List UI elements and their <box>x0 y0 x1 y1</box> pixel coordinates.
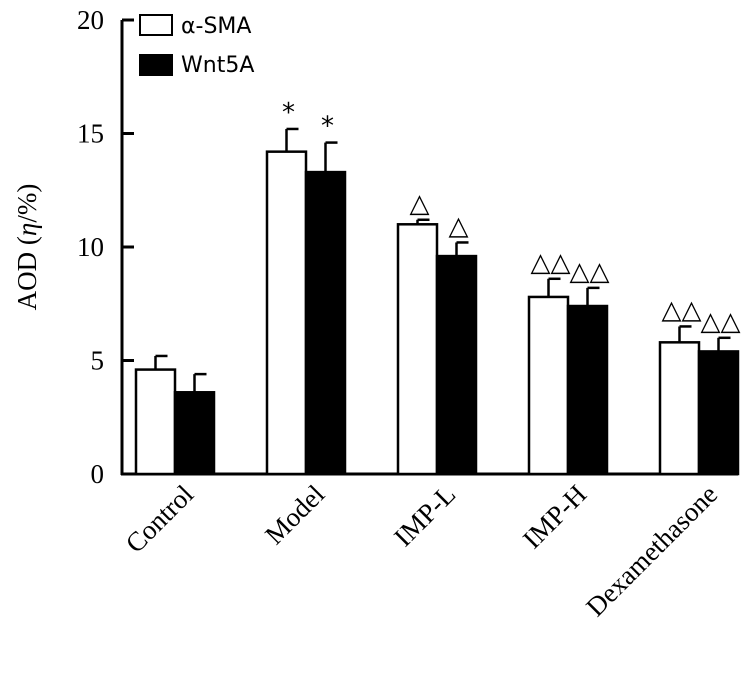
y-tick-label: 5 <box>91 346 105 376</box>
y-tick-label: 15 <box>77 119 104 149</box>
significance-mark: △△ <box>570 257 610 287</box>
bar-wnt5a <box>173 391 216 476</box>
bar-wnt5a <box>566 304 609 476</box>
legend-swatch-alpha-sma <box>139 14 173 36</box>
bar-alpha-sma <box>134 368 177 476</box>
legend-label-wnt5a: Wnt5A <box>181 53 254 78</box>
bar-wnt5a <box>697 350 740 476</box>
significance-mark: * <box>282 98 295 128</box>
significance-mark: △△ <box>701 307 741 337</box>
y-tick-label: 0 <box>91 459 105 489</box>
significance-mark: * <box>321 112 334 142</box>
bar-wnt5a <box>435 254 478 476</box>
significance-mark: △△ <box>662 295 702 325</box>
significance-mark: △ <box>449 211 469 241</box>
significance-mark: △△ <box>531 248 571 278</box>
category-label: Model <box>259 479 330 550</box>
legend-label-alpha-sma: α-SMA <box>181 14 251 39</box>
y-tick-label: 10 <box>77 232 104 262</box>
category-label: Control <box>120 479 200 559</box>
significance-mark: △ <box>410 189 430 219</box>
bar-alpha-sma <box>396 223 439 476</box>
legend: α-SMA Wnt5A <box>139 14 254 78</box>
bar-alpha-sma <box>658 341 701 476</box>
legend-swatch-wnt5a <box>139 54 173 76</box>
y-axis-label: AOD (η/%) <box>12 184 42 311</box>
bars <box>134 150 740 476</box>
bar-alpha-sma <box>265 150 308 476</box>
category-label: IMP-L <box>388 479 461 552</box>
y-ticks: 0 5 10 15 20 <box>77 5 134 489</box>
y-tick-label: 20 <box>77 5 104 35</box>
bar-alpha-sma <box>527 295 570 476</box>
category-label: IMP-H <box>517 479 592 554</box>
category-label: Dexamethasone <box>580 479 723 622</box>
error-bars <box>154 127 731 393</box>
bar-wnt5a <box>304 170 347 476</box>
significance-marks: * *△△△△ △△△△ △△ <box>282 98 741 337</box>
